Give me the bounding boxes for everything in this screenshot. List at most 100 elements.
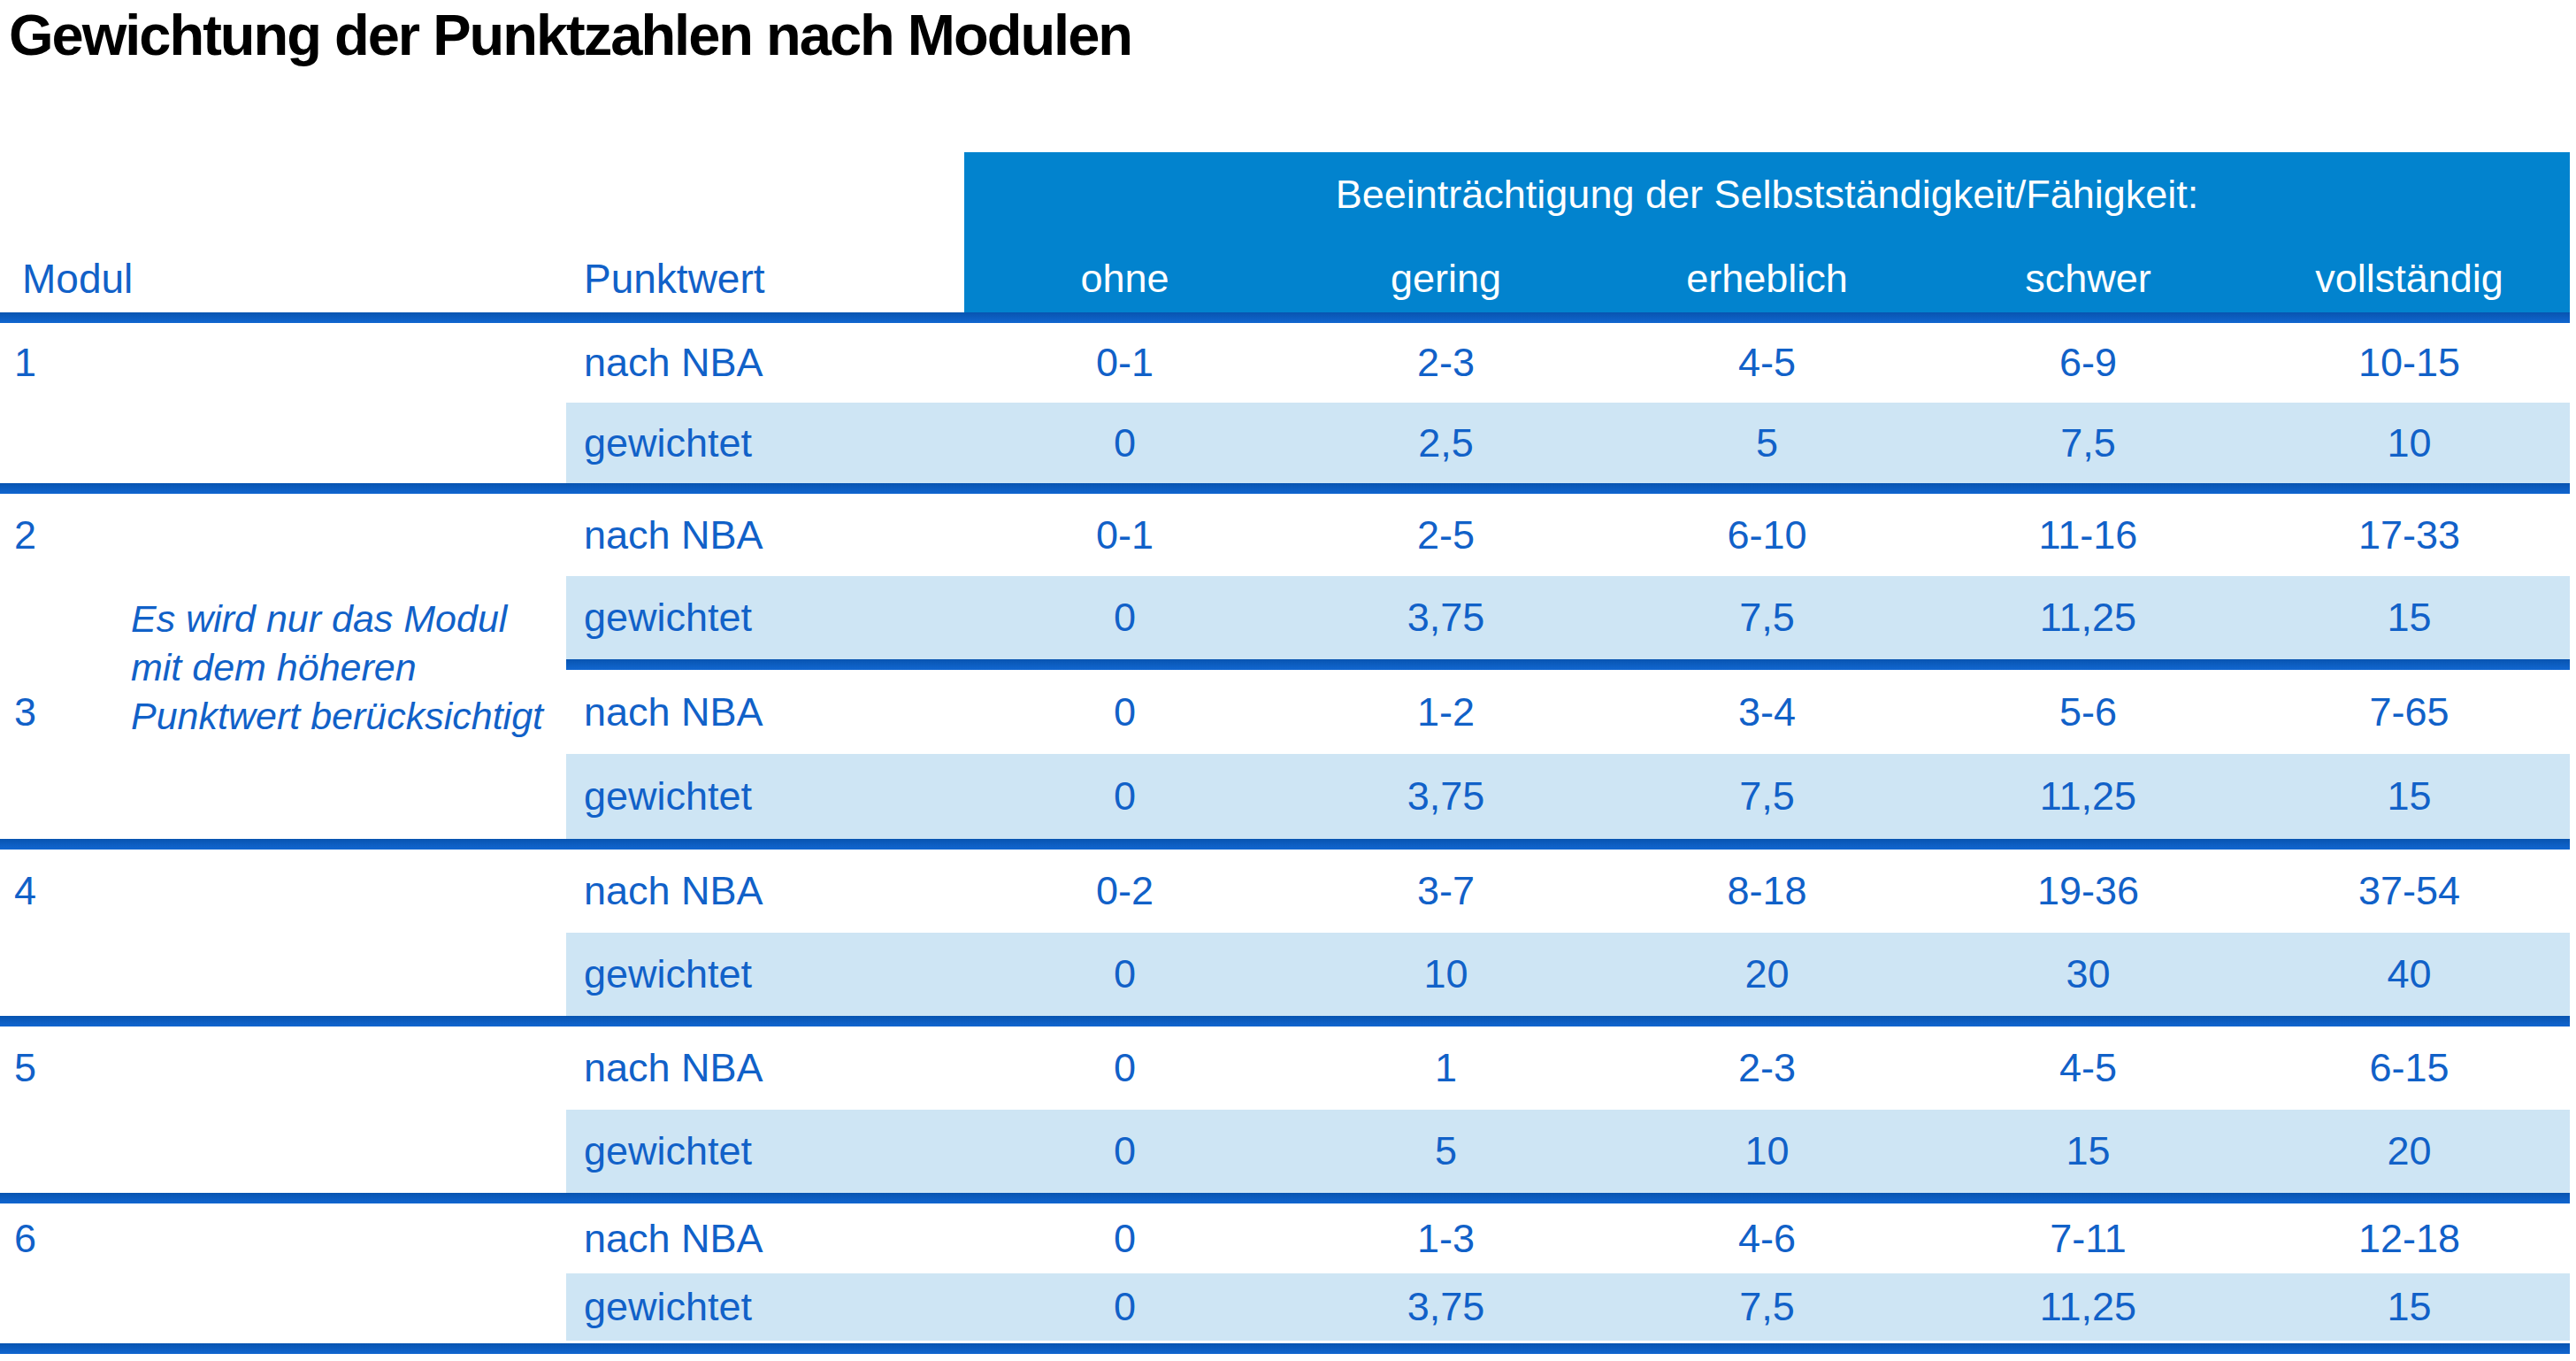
- value-cell: 17-33: [2249, 512, 2570, 558]
- value-cell: 0: [964, 1045, 1285, 1091]
- value-cell: 2,5: [1285, 420, 1606, 466]
- module-6-weighted-label: gewichtet: [584, 1284, 752, 1330]
- value-cell: 11,25: [1928, 773, 2249, 819]
- column-header-punktwert: Punktwert: [584, 255, 765, 303]
- module-2-nba-row: 2 nach NBA 0-1 2-5 6-10 11-16 17-33: [0, 494, 2570, 576]
- divider-under-header: [0, 312, 2570, 323]
- value-cell: 1-2: [1285, 689, 1606, 735]
- value-cell: 0-1: [964, 340, 1285, 386]
- value-cell: 7,5: [1606, 773, 1928, 819]
- module-5-weighted-values: 0 5 10 15 20: [964, 1110, 2570, 1193]
- value-cell: 7,5: [1928, 420, 2249, 466]
- value-cell: 30: [1928, 951, 2249, 997]
- value-cell: 7-65: [2249, 689, 2570, 735]
- divider-under-module-1: [0, 483, 2570, 494]
- value-cell: 4-5: [1606, 340, 1928, 386]
- module-6-weighted-values: 0 3,75 7,5 11,25 15: [964, 1273, 2570, 1341]
- value-cell: 2-5: [1285, 512, 1606, 558]
- module-1-nba-label: nach NBA: [584, 340, 763, 386]
- value-cell: 11-16: [1928, 512, 2249, 558]
- note-line-1: Es wird nur das Modul: [131, 595, 543, 643]
- impairment-header-box: Beeinträchtigung der Selbstständigkeit/F…: [964, 152, 2570, 312]
- value-cell: 37-54: [2249, 868, 2570, 914]
- value-cell: 0: [964, 1284, 1285, 1330]
- module-5-weighted-row: gewichtet 0 5 10 15 20: [566, 1110, 2570, 1193]
- module-1-weighted-values: 0 2,5 5 7,5 10: [964, 403, 2570, 483]
- value-cell: 10-15: [2249, 340, 2570, 386]
- module-1-number: 1: [14, 340, 36, 386]
- value-cell: 15: [1928, 1128, 2249, 1174]
- page-title: Gewichtung der Punktzahlen nach Modulen: [9, 2, 1131, 68]
- module-6-nba-values: 0 1-3 4-6 7-11 12-18: [964, 1203, 2570, 1273]
- value-cell: 20: [2249, 1128, 2570, 1174]
- module-5-nba-values: 0 1 2-3 4-5 6-15: [964, 1027, 2570, 1110]
- divider-under-module-5: [0, 1193, 2570, 1203]
- value-cell: 4-6: [1606, 1216, 1928, 1262]
- value-cell: 1: [1285, 1045, 1606, 1091]
- module-2-nba-label: nach NBA: [584, 512, 763, 558]
- value-cell: 15: [2249, 1284, 2570, 1330]
- value-cell: 0: [964, 420, 1285, 466]
- column-header-modul: Modul: [22, 255, 133, 303]
- module-3-weighted-label: gewichtet: [584, 773, 752, 819]
- divider-under-module-2: [566, 659, 2570, 670]
- column-header-erheblich: erheblich: [1606, 256, 1928, 302]
- module-3-nba-values: 0 1-2 3-4 5-6 7-65: [964, 670, 2570, 754]
- value-cell: 0-1: [964, 512, 1285, 558]
- module-3-weighted-row: gewichtet 0 3,75 7,5 11,25 15: [566, 754, 2570, 839]
- module-2-weighted-label: gewichtet: [584, 595, 752, 641]
- value-cell: 0: [964, 1128, 1285, 1174]
- module-2-weighted-row: gewichtet 0 3,75 7,5 11,25 15: [566, 576, 2570, 659]
- module-1-nba-row: 1 nach NBA 0-1 2-3 4-5 6-9 10-15: [0, 323, 2570, 403]
- module-2-weighted-values: 0 3,75 7,5 11,25 15: [964, 576, 2570, 659]
- module-4-nba-values: 0-2 3-7 8-18 19-36 37-54: [964, 850, 2570, 933]
- value-cell: 3,75: [1285, 773, 1606, 819]
- column-header-gering: gering: [1285, 256, 1606, 302]
- module-4-nba-row: 4 nach NBA 0-2 3-7 8-18 19-36 37-54: [0, 850, 2570, 933]
- value-cell: 10: [1606, 1128, 1928, 1174]
- module-3-weighted-values: 0 3,75 7,5 11,25 15: [964, 754, 2570, 839]
- value-cell: 1-3: [1285, 1216, 1606, 1262]
- value-cell: 0: [964, 951, 1285, 997]
- module-5-number: 5: [14, 1045, 36, 1091]
- value-cell: 4-5: [1928, 1045, 2249, 1091]
- divider-under-module-4: [0, 1016, 2570, 1027]
- value-cell: 0-2: [964, 868, 1285, 914]
- module-3-nba-row: 3 nach NBA 0 1-2 3-4 5-6 7-65: [0, 670, 2570, 754]
- column-header-vollstaendig: vollständig: [2249, 256, 2570, 302]
- value-cell: 2-3: [1285, 340, 1606, 386]
- value-cell: 10: [2249, 420, 2570, 466]
- module-5-weighted-label: gewichtet: [584, 1128, 752, 1174]
- module-4-weighted-label: gewichtet: [584, 951, 752, 997]
- value-cell: 8-18: [1606, 868, 1928, 914]
- module-2-nba-values: 0-1 2-5 6-10 11-16 17-33: [964, 494, 2570, 576]
- severity-column-headers: ohne gering erheblich schwer vollständig: [964, 256, 2570, 302]
- value-cell: 19-36: [1928, 868, 2249, 914]
- value-cell: 6-15: [2249, 1045, 2570, 1091]
- module-6-nba-label: nach NBA: [584, 1216, 763, 1262]
- value-cell: 3,75: [1285, 595, 1606, 641]
- value-cell: 15: [2249, 595, 2570, 641]
- value-cell: 11,25: [1928, 1284, 2249, 1330]
- value-cell: 0: [964, 773, 1285, 819]
- value-cell: 5: [1285, 1128, 1606, 1174]
- module-1-nba-values: 0-1 2-3 4-5 6-9 10-15: [964, 323, 2570, 403]
- value-cell: 12-18: [2249, 1216, 2570, 1262]
- module-5-nba-row: 5 nach NBA 0 1 2-3 4-5 6-15: [0, 1027, 2570, 1110]
- value-cell: 5: [1606, 420, 1928, 466]
- module-6-weighted-row: gewichtet 0 3,75 7,5 11,25 15: [566, 1273, 2570, 1341]
- column-header-schwer: schwer: [1928, 256, 2249, 302]
- module-4-number: 4: [14, 868, 36, 914]
- value-cell: 20: [1606, 951, 1928, 997]
- module-6-nba-row: 6 nach NBA 0 1-3 4-6 7-11 12-18: [0, 1203, 2570, 1273]
- module-1-weighted-label: gewichtet: [584, 420, 752, 466]
- value-cell: 7-11: [1928, 1216, 2249, 1262]
- module-4-weighted-row: gewichtet 0 10 20 30 40: [566, 933, 2570, 1016]
- value-cell: 40: [2249, 951, 2570, 997]
- table-bottom-border: [0, 1343, 2570, 1354]
- value-cell: 11,25: [1928, 595, 2249, 641]
- value-cell: 6-9: [1928, 340, 2249, 386]
- value-cell: 15: [2249, 773, 2570, 819]
- value-cell: 7,5: [1606, 595, 1928, 641]
- value-cell: 0: [964, 595, 1285, 641]
